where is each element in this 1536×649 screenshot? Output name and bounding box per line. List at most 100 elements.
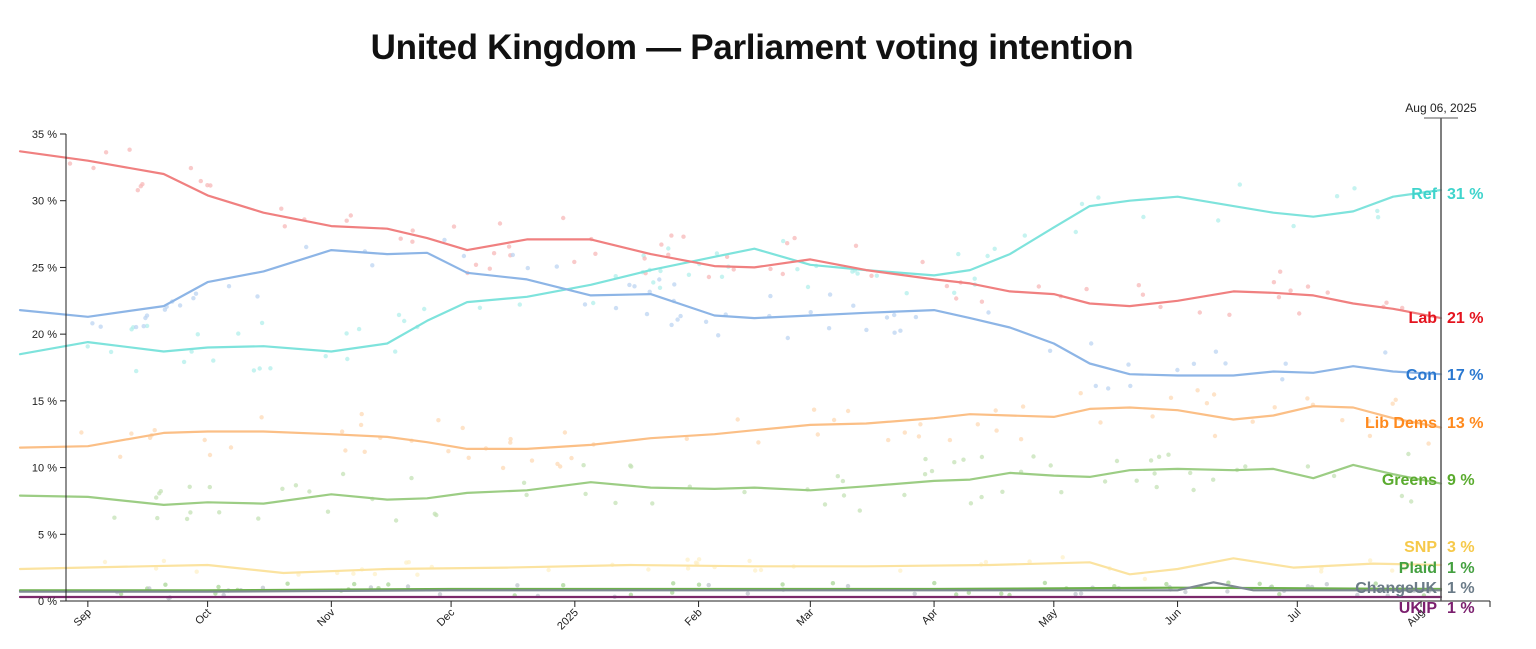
series-value-changeuk: 1 % <box>1447 580 1475 597</box>
poll-dot <box>1393 397 1398 402</box>
poll-dot <box>351 571 356 576</box>
poll-dot <box>508 440 513 445</box>
poll-dot <box>920 259 925 265</box>
trend-line-changeuk <box>18 581 1443 593</box>
poll-dot <box>613 305 619 311</box>
poll-dot <box>758 567 764 573</box>
poll-dot <box>344 218 349 223</box>
poll-dot <box>1402 566 1408 571</box>
poll-dot <box>1409 499 1414 504</box>
poll-dot <box>1096 195 1101 200</box>
axes-layer: 0 % 5 % 10 % 15 % 20 % 25 % 30 % 35 % Sep Oct Nov D… <box>32 101 1491 632</box>
poll-dot <box>546 567 551 573</box>
poll-dot <box>144 323 150 329</box>
poll-dot <box>902 492 907 498</box>
poll-dot <box>1280 377 1285 382</box>
poll-dot <box>506 244 512 249</box>
y-tick-label: 10 % <box>32 463 57 475</box>
poll-dot <box>487 266 492 271</box>
poll-dot <box>1079 201 1085 207</box>
poll-dot <box>1036 284 1042 289</box>
poll-dot <box>1102 479 1108 484</box>
poll-dot <box>207 484 212 490</box>
poll-dot <box>742 489 747 495</box>
poll-dot <box>188 165 194 171</box>
series-value-lab: 21 % <box>1447 310 1483 327</box>
poll-dot <box>979 454 985 460</box>
poll-dot <box>892 312 897 318</box>
poll-dot <box>1291 223 1296 229</box>
poll-dot <box>1126 362 1131 367</box>
poll-dot <box>1278 269 1283 274</box>
series-value-plaid: 1 % <box>1447 560 1475 577</box>
poll-dot <box>279 206 284 211</box>
poll-dot <box>1142 576 1148 582</box>
poll-dot <box>1022 233 1027 238</box>
poll-dot <box>195 332 200 337</box>
poll-dot <box>657 285 663 290</box>
poll-dot <box>140 182 145 187</box>
poll-dot <box>1367 433 1373 439</box>
poll-dot <box>158 489 163 494</box>
series-value-con: 17 % <box>1447 367 1483 384</box>
poll-dot <box>396 312 402 318</box>
poll-dot <box>658 268 663 274</box>
poll-dot <box>1305 464 1311 469</box>
poll-dot <box>285 581 290 586</box>
poll-dot <box>840 478 846 484</box>
poll-dot <box>954 296 959 301</box>
poll-dot <box>1257 581 1262 586</box>
poll-dot <box>1390 568 1395 573</box>
poll-dot <box>841 493 847 498</box>
poll-dot <box>1134 478 1139 483</box>
poll-dot <box>1288 288 1293 293</box>
trend-line-greens <box>18 463 1443 506</box>
poll-dot <box>1166 452 1171 457</box>
poll-dot <box>177 303 183 308</box>
poll-dot <box>1048 463 1053 468</box>
poll-dot <box>1197 310 1203 315</box>
poll-dot <box>1195 388 1200 393</box>
poll-dot <box>293 483 299 488</box>
poll-dot <box>902 430 907 435</box>
poll-dot <box>1211 477 1216 482</box>
poll-dot <box>627 282 632 288</box>
poll-dot <box>497 221 503 226</box>
poll-dot <box>163 582 168 587</box>
poll-dot <box>259 320 265 326</box>
poll-dot <box>1400 305 1405 311</box>
poll-dot <box>348 213 353 218</box>
poll-dot <box>918 422 923 427</box>
poll-dot <box>731 267 736 272</box>
poll-dot <box>1375 215 1381 220</box>
poll-dot <box>1164 581 1169 587</box>
poll-dot <box>118 591 124 597</box>
poll-dot <box>1000 489 1005 494</box>
poll-dot <box>127 147 132 152</box>
poll-dot <box>393 349 398 354</box>
trend-line-snp <box>18 557 1443 576</box>
poll-dot <box>370 263 375 268</box>
poll-dot <box>91 165 96 171</box>
poll-dot <box>189 349 194 354</box>
poll-dot <box>141 324 146 329</box>
poll-dot <box>510 252 515 258</box>
poll-dot <box>827 292 833 297</box>
x-tick-label: Nov <box>315 606 338 629</box>
poll-dot <box>830 581 836 586</box>
poll-dot <box>999 591 1004 596</box>
poll-dot <box>857 508 862 513</box>
series-label-changeuk: ChangeUK <box>1355 580 1437 597</box>
poll-dot <box>659 242 664 247</box>
poll-dot <box>521 480 527 485</box>
poll-dot <box>255 294 260 299</box>
poll-dot <box>1140 292 1146 297</box>
poll-dot <box>103 150 109 155</box>
x-tick-label: Dec <box>435 606 458 629</box>
poll-dot <box>356 326 362 332</box>
poll-dot <box>932 580 937 586</box>
poll-dot <box>236 331 241 336</box>
poll-dot <box>515 583 520 588</box>
poll-dot <box>1227 312 1232 317</box>
poll-dot <box>672 282 677 287</box>
